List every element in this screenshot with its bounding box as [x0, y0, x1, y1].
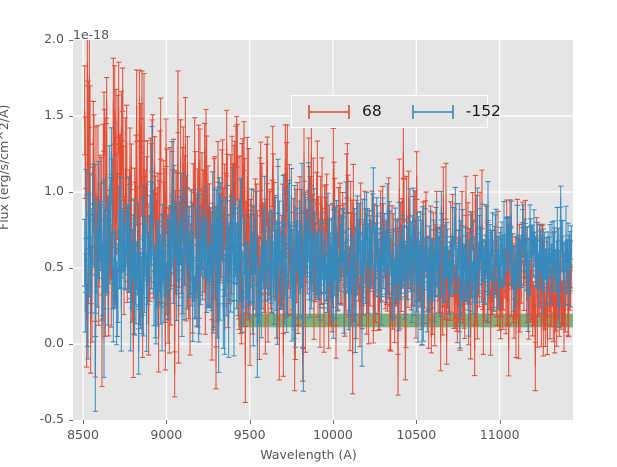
- plot-axes: 68 -152: [73, 40, 573, 420]
- x-tick-label: 9000: [150, 427, 183, 442]
- legend-entry--152[interactable]: -152: [410, 96, 501, 127]
- x-tick-mark: [333, 420, 334, 424]
- y-tick-label: 0.5: [44, 259, 64, 274]
- y-axis-offset-text: 1e-18: [73, 27, 110, 42]
- y-tick-label: -0.5: [39, 411, 64, 426]
- legend-box[interactable]: 68 -152: [291, 95, 501, 128]
- legend-errorbar-sample--152: [411, 104, 454, 119]
- y-tick-mark: [69, 268, 73, 269]
- x-tick-label: 9500: [233, 427, 266, 442]
- y-axis-label: Flux (erg/s/cm^2/A): [0, 104, 11, 230]
- y-tick-mark: [69, 40, 73, 41]
- y-tick-label: 1.0: [44, 183, 64, 198]
- legend-errorbar-sample-68: [308, 104, 350, 119]
- x-tick-mark: [416, 420, 418, 424]
- legend-label--152: -152: [465, 101, 501, 120]
- legend-label-68: 68: [362, 101, 382, 120]
- x-tick-mark: [249, 420, 251, 424]
- y-tick-label: 1.5: [44, 107, 64, 122]
- y-tick-mark: [69, 344, 73, 345]
- y-tick-label: 0.0: [44, 335, 64, 350]
- plot-area: [73, 40, 573, 420]
- legend-entry-68[interactable]: 68: [306, 96, 382, 127]
- y-tick-mark: [69, 116, 73, 117]
- series--152: [82, 125, 573, 412]
- y-tick-mark: [69, 420, 73, 421]
- x-axis-label: Wavelength (A): [260, 447, 357, 462]
- x-tick-mark: [83, 420, 84, 424]
- x-tick-mark: [499, 420, 501, 424]
- x-tick-label: 8500: [67, 427, 99, 442]
- x-tick-label: 10500: [396, 427, 437, 442]
- y-tick-label: 2.0: [44, 31, 64, 46]
- y-tick-mark: [69, 192, 73, 193]
- x-tick-label: 11000: [479, 427, 520, 442]
- x-tick-label: 10000: [313, 427, 353, 442]
- x-tick-mark: [166, 420, 168, 424]
